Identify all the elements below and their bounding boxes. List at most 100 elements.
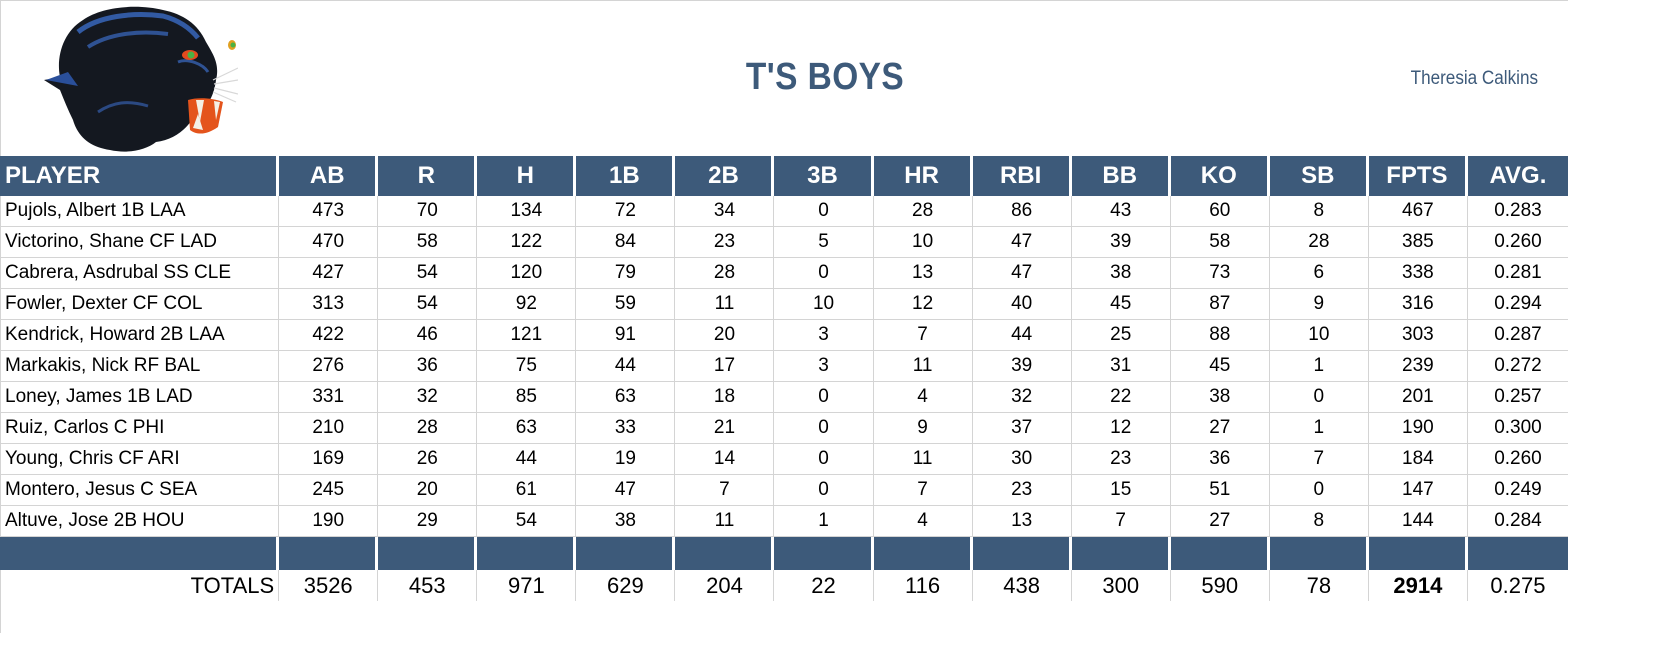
stat-cell-avg[interactable]: 0.283	[1467, 196, 1568, 227]
stat-cell-bb[interactable]: 22	[1071, 382, 1171, 413]
stat-cell-3b[interactable]: 0	[774, 258, 874, 289]
col-header-rbi[interactable]: RBI	[972, 156, 1072, 196]
stat-cell-rbi[interactable]: 44	[972, 320, 1072, 351]
stat-cell-r[interactable]: 20	[378, 475, 478, 506]
stat-cell-3b[interactable]: 0	[774, 444, 874, 475]
stat-cell-3b[interactable]: 1	[774, 506, 874, 537]
stat-cell-3b[interactable]: 3	[774, 351, 874, 382]
stat-cell-2b[interactable]: 20	[675, 320, 775, 351]
stat-cell-fpts[interactable]: 338	[1368, 258, 1468, 289]
stat-cell-ab[interactable]: 473	[279, 196, 379, 227]
col-header-ab[interactable]: AB	[279, 156, 379, 196]
stat-cell-bb[interactable]: 7	[1071, 506, 1171, 537]
stat-cell-fpts[interactable]: 316	[1368, 289, 1468, 320]
stat-cell-hr[interactable]: 28	[873, 196, 973, 227]
stat-cell-avg[interactable]: 0.249	[1467, 475, 1568, 506]
stat-cell-fpts[interactable]: 467	[1368, 196, 1468, 227]
stat-cell-3b[interactable]: 0	[774, 196, 874, 227]
stat-cell-sb[interactable]: 8	[1269, 506, 1369, 537]
player-name-cell[interactable]: Ruiz, Carlos C PHI	[0, 413, 280, 444]
stat-cell-ko[interactable]: 27	[1170, 506, 1270, 537]
total-3b[interactable]: 22	[774, 570, 874, 601]
col-header-ko[interactable]: KO	[1170, 156, 1270, 196]
col-header-r[interactable]: R	[378, 156, 478, 196]
stat-cell-ab[interactable]: 427	[279, 258, 379, 289]
stat-cell-ab[interactable]: 470	[279, 227, 379, 258]
stat-cell-sb[interactable]: 28	[1269, 227, 1369, 258]
stat-cell-fpts[interactable]: 201	[1368, 382, 1468, 413]
stat-cell-3b[interactable]: 3	[774, 320, 874, 351]
stat-cell-1b[interactable]: 19	[576, 444, 676, 475]
stat-cell-bb[interactable]: 39	[1071, 227, 1171, 258]
stat-cell-avg[interactable]: 0.287	[1467, 320, 1568, 351]
stat-cell-ko[interactable]: 58	[1170, 227, 1270, 258]
player-name-cell[interactable]: Kendrick, Howard 2B LAA	[0, 320, 280, 351]
stat-cell-h[interactable]: 54	[477, 506, 577, 537]
stat-cell-avg[interactable]: 0.300	[1467, 413, 1568, 444]
col-header-2b[interactable]: 2B	[675, 156, 775, 196]
player-name-cell[interactable]: Markakis, Nick RF BAL	[0, 351, 280, 382]
stat-cell-hr[interactable]: 12	[873, 289, 973, 320]
stat-cell-h[interactable]: 44	[477, 444, 577, 475]
stat-cell-sb[interactable]: 7	[1269, 444, 1369, 475]
stat-cell-rbi[interactable]: 47	[972, 227, 1072, 258]
player-name-cell[interactable]: Young, Chris CF ARI	[0, 444, 280, 475]
stat-cell-bb[interactable]: 25	[1071, 320, 1171, 351]
stat-cell-hr[interactable]: 13	[873, 258, 973, 289]
stat-cell-1b[interactable]: 44	[576, 351, 676, 382]
stat-cell-ab[interactable]: 169	[279, 444, 379, 475]
player-name-cell[interactable]: Victorino, Shane CF LAD	[0, 227, 280, 258]
stat-cell-bb[interactable]: 12	[1071, 413, 1171, 444]
player-name-cell[interactable]: Fowler, Dexter CF COL	[0, 289, 280, 320]
col-header-fpts[interactable]: FPTS	[1368, 156, 1468, 196]
stat-cell-bb[interactable]: 45	[1071, 289, 1171, 320]
stat-cell-ab[interactable]: 276	[279, 351, 379, 382]
stat-cell-2b[interactable]: 11	[675, 289, 775, 320]
stat-cell-h[interactable]: 121	[477, 320, 577, 351]
stat-cell-h[interactable]: 61	[477, 475, 577, 506]
stat-cell-h[interactable]: 85	[477, 382, 577, 413]
stat-cell-fpts[interactable]: 239	[1368, 351, 1468, 382]
stat-cell-h[interactable]: 75	[477, 351, 577, 382]
stat-cell-ab[interactable]: 331	[279, 382, 379, 413]
stat-cell-avg[interactable]: 0.294	[1467, 289, 1568, 320]
stat-cell-ab[interactable]: 313	[279, 289, 379, 320]
stat-cell-3b[interactable]: 0	[774, 413, 874, 444]
stat-cell-1b[interactable]: 59	[576, 289, 676, 320]
col-header-sb[interactable]: SB	[1269, 156, 1369, 196]
stat-cell-ko[interactable]: 51	[1170, 475, 1270, 506]
player-name-cell[interactable]: Cabrera, Asdrubal SS CLE	[0, 258, 280, 289]
col-header-bb[interactable]: BB	[1071, 156, 1171, 196]
stat-cell-r[interactable]: 28	[378, 413, 478, 444]
stat-cell-sb[interactable]: 9	[1269, 289, 1369, 320]
stat-cell-rbi[interactable]: 47	[972, 258, 1072, 289]
stat-cell-rbi[interactable]: 32	[972, 382, 1072, 413]
stat-cell-ko[interactable]: 88	[1170, 320, 1270, 351]
stat-cell-rbi[interactable]: 37	[972, 413, 1072, 444]
total-h[interactable]: 971	[477, 570, 577, 601]
stat-cell-bb[interactable]: 23	[1071, 444, 1171, 475]
col-header-player[interactable]: PLAYER	[0, 156, 280, 196]
stat-cell-sb[interactable]: 1	[1269, 351, 1369, 382]
stat-cell-1b[interactable]: 33	[576, 413, 676, 444]
stat-cell-r[interactable]: 54	[378, 258, 478, 289]
stat-cell-fpts[interactable]: 303	[1368, 320, 1468, 351]
stat-cell-fpts[interactable]: 184	[1368, 444, 1468, 475]
stat-cell-3b[interactable]: 5	[774, 227, 874, 258]
stat-cell-3b[interactable]: 0	[774, 382, 874, 413]
stat-cell-r[interactable]: 26	[378, 444, 478, 475]
stat-cell-bb[interactable]: 15	[1071, 475, 1171, 506]
total-sb[interactable]: 78	[1270, 570, 1369, 601]
stat-cell-sb[interactable]: 1	[1269, 413, 1369, 444]
stat-cell-fpts[interactable]: 147	[1368, 475, 1468, 506]
stat-cell-hr[interactable]: 11	[873, 444, 973, 475]
stat-cell-ko[interactable]: 73	[1170, 258, 1270, 289]
total-fpts[interactable]: 2914	[1369, 570, 1468, 601]
col-header-h[interactable]: H	[477, 156, 577, 196]
stat-cell-2b[interactable]: 28	[675, 258, 775, 289]
total-hr[interactable]: 116	[874, 570, 973, 601]
col-header-1b[interactable]: 1B	[576, 156, 676, 196]
stat-cell-fpts[interactable]: 190	[1368, 413, 1468, 444]
total-ko[interactable]: 590	[1171, 570, 1270, 601]
stat-cell-ko[interactable]: 60	[1170, 196, 1270, 227]
